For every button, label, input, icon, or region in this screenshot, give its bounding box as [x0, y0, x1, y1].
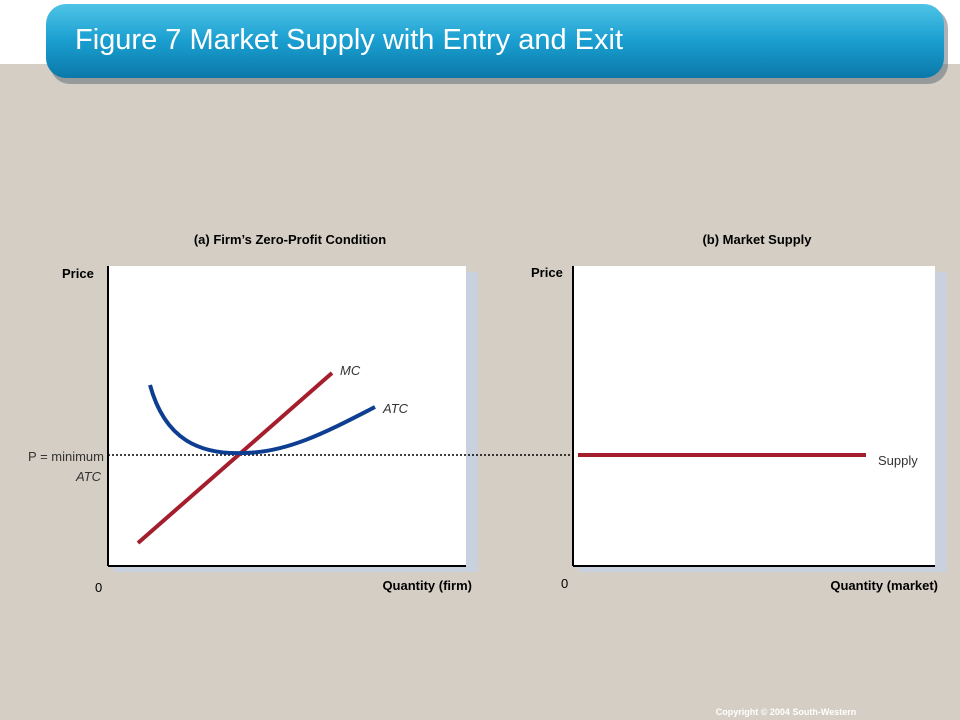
atc-curve	[148, 384, 376, 456]
y-label: Price	[62, 266, 94, 281]
origin: 0	[561, 576, 568, 591]
mc-curve	[136, 371, 334, 545]
panel-title: (b) Market Supply	[702, 232, 812, 247]
title: Figure 7 Market Supply with Entry and Ex…	[75, 24, 623, 56]
copyright: Copyright © 2004 South-Western	[716, 707, 856, 717]
price-label: P = minimum	[28, 449, 104, 464]
panel	[573, 266, 935, 566]
price-label: ATC	[75, 469, 102, 484]
curve-label: MC	[340, 363, 361, 378]
header-bar	[46, 4, 944, 78]
panel-title: (a) Firm’s Zero-Profit Condition	[194, 232, 386, 247]
curve-label: ATC	[382, 401, 409, 416]
x-label: Quantity (firm)	[382, 578, 472, 593]
y-label: Price	[531, 265, 563, 280]
x-label: Quantity (market)	[830, 578, 938, 593]
curve-label: Supply	[878, 453, 918, 468]
origin: 0	[95, 580, 102, 595]
